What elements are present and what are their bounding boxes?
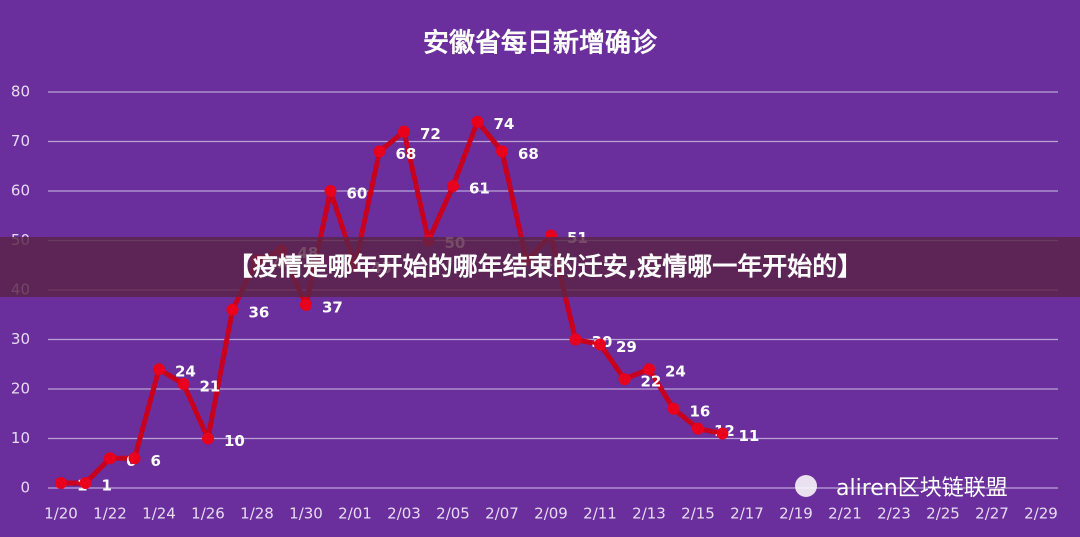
data-label: 37 [322, 298, 343, 316]
data-point [716, 427, 729, 440]
x-tick-label: 2/01 [338, 505, 372, 523]
x-tick-label: 2/23 [877, 505, 911, 523]
x-tick-label: 2/03 [387, 505, 421, 523]
data-point [202, 432, 214, 445]
data-label: 16 [690, 402, 711, 420]
data-label: 21 [200, 378, 221, 396]
x-tick-label: 2/17 [730, 505, 764, 523]
data-point [153, 363, 165, 376]
banner: 【疫情是哪年开始的哪年结束的迁安,疫情哪一年开始的】 [228, 252, 863, 281]
y-tick-label: 30 [11, 330, 30, 348]
x-tick-label: 1/30 [289, 505, 323, 523]
data-point [471, 115, 484, 128]
x-tick-label: 2/29 [1024, 505, 1058, 523]
x-tick-label: 2/19 [779, 505, 813, 523]
y-tick-label: 20 [11, 380, 30, 398]
x-tick-label: 1/24 [142, 505, 176, 523]
y-tick-label: 60 [11, 182, 30, 200]
x-tick-label: 2/25 [926, 505, 960, 523]
data-point [226, 303, 239, 316]
series-line [61, 119, 723, 486]
x-tick-label: 2/09 [534, 505, 568, 523]
x-tick-label: 2/21 [828, 505, 862, 523]
data-point [496, 145, 508, 158]
y-tick-label: 80 [11, 83, 30, 101]
banner-background [0, 237, 1080, 297]
x-tick-label: 2/11 [583, 505, 617, 523]
y-tick-label: 0 [20, 479, 30, 497]
chart-title: 安徽省每日新增确诊 [423, 28, 658, 59]
data-label: 1 [102, 477, 112, 495]
data-point [569, 333, 582, 346]
y-tick-label: 10 [11, 429, 30, 447]
data-point [104, 452, 116, 465]
x-tick-label: 1/20 [44, 505, 78, 523]
data-point [324, 185, 337, 197]
data-point [55, 477, 67, 490]
data-label: 68 [396, 145, 417, 163]
data-label: 11 [739, 427, 760, 445]
data-point [692, 422, 704, 435]
x-tick-label: 2/13 [632, 505, 666, 523]
data-point [398, 125, 410, 138]
x-tick-label: 1/26 [191, 505, 225, 523]
data-point [618, 373, 631, 386]
watermark-icon [795, 475, 817, 497]
data-label: 24 [175, 363, 196, 381]
data-label: 72 [420, 125, 441, 143]
data-label: 36 [249, 303, 270, 321]
y-tick-label: 70 [11, 132, 30, 150]
data-label: 24 [665, 363, 686, 381]
data-label: 29 [616, 338, 637, 356]
data-label: 10 [224, 432, 245, 450]
data-point [128, 452, 141, 465]
x-tick-label: 2/15 [681, 505, 715, 523]
data-label: 60 [347, 185, 368, 203]
data-point [300, 298, 312, 311]
data-label: 22 [641, 373, 662, 391]
x-tick-label: 2/27 [975, 505, 1009, 523]
x-tick-label: 2/07 [485, 505, 519, 523]
data-label: 74 [494, 115, 515, 133]
data-point [177, 378, 190, 391]
data-label: 61 [469, 180, 490, 198]
data-label: 68 [518, 145, 539, 163]
data-point [667, 402, 680, 415]
x-tick-label: 2/05 [436, 505, 470, 523]
data-point [594, 338, 606, 351]
data-label: 6 [151, 452, 161, 470]
data-point [447, 180, 459, 193]
x-tick-label: 1/28 [240, 505, 274, 523]
data-point [79, 477, 92, 490]
data-point [373, 145, 386, 158]
data-point [643, 363, 655, 376]
x-tick-label: 1/22 [93, 505, 127, 523]
watermark: aliren区块链联盟 [836, 476, 1008, 501]
